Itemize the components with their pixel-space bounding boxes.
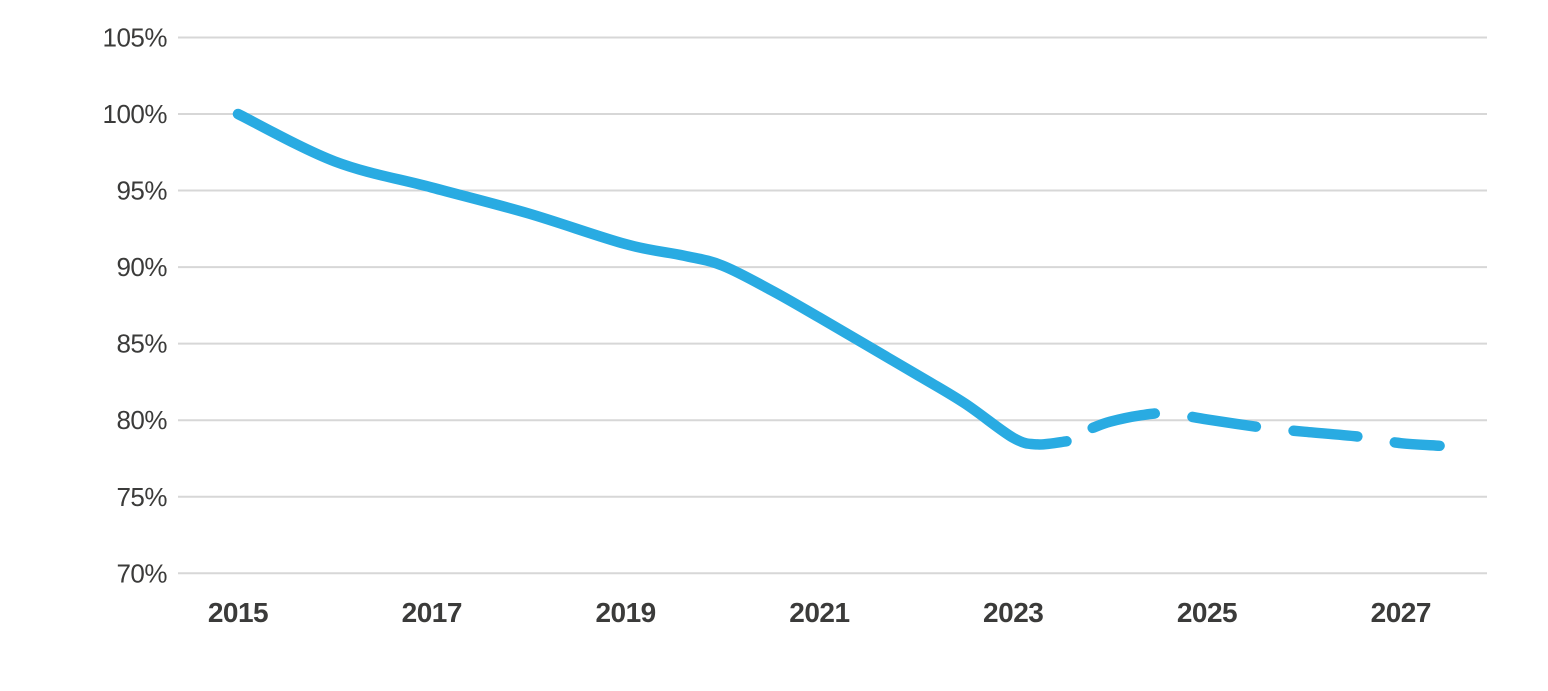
y-axis-tick-label: 100%: [103, 99, 168, 129]
x-axis-tick-label: 2025: [1177, 597, 1237, 628]
y-axis-tick-label: 80%: [116, 405, 167, 435]
x-axis-tick-label: 2015: [208, 597, 268, 628]
trend-line-solid: [232, 108, 1072, 450]
x-axis-tick-label: 2019: [595, 597, 655, 628]
y-axis-tick-label: 85%: [116, 329, 167, 359]
y-axis-tick-label: 90%: [116, 252, 167, 282]
x-axis-tick-label: 2021: [789, 597, 849, 628]
y-axis-tick-label: 75%: [116, 482, 167, 512]
trend-line-dashed: [1087, 407, 1445, 452]
y-axis-tick-label: 95%: [116, 176, 167, 206]
x-axis-tick-label: 2017: [402, 597, 462, 628]
x-axis-tick-label: 2023: [983, 597, 1043, 628]
x-axis-tick-label: 2027: [1371, 597, 1431, 628]
y-axis-tick-label: 105%: [103, 22, 168, 52]
y-axis-tick-label: 70%: [116, 558, 167, 588]
